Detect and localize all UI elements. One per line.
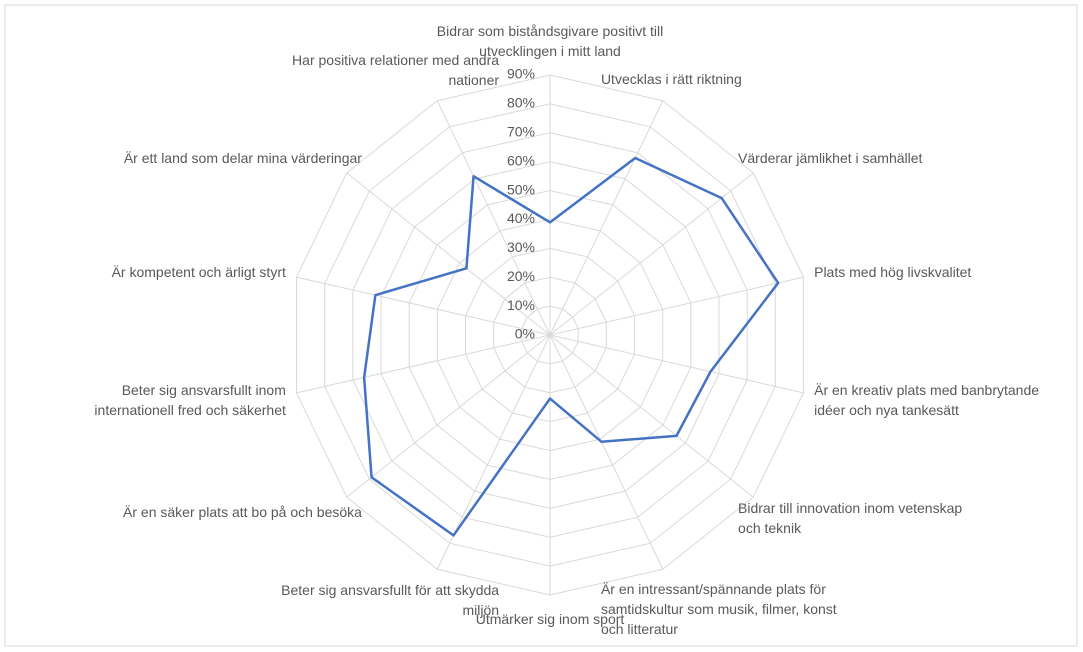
- category-label: Bidrar som biståndsgivare positivt till …: [436, 23, 664, 59]
- tick-label: 20%: [507, 268, 535, 284]
- tick-label: 10%: [507, 297, 535, 313]
- category-label: Beter sig ansvarsfullt för att skydda mi…: [281, 581, 500, 618]
- spoke: [549, 276, 804, 336]
- tick-label: 70%: [507, 123, 535, 139]
- category-label: Värderar jämlikhet i samhället: [738, 149, 923, 166]
- category-label: Är kompetent och ärligt styrt: [111, 263, 286, 280]
- spoke: [549, 100, 664, 336]
- data-line: [362, 156, 780, 537]
- tick-label: 50%: [507, 181, 535, 197]
- spoke: [346, 172, 551, 336]
- spoke: [346, 334, 551, 498]
- spoke: [549, 334, 754, 498]
- spoke: [549, 334, 804, 394]
- spoke: [296, 276, 551, 336]
- category-label: Har positiva relationer med andra nation…: [292, 52, 500, 89]
- category-label: Är en säker plats att bo på och besöka: [123, 504, 362, 521]
- category-label: Är ett land som delar mina värderingar: [123, 149, 362, 166]
- category-label: Är en kreativ plats med banbrytande idée…: [814, 382, 1040, 419]
- category-label: Är en intressant/spännande plats för sam…: [600, 580, 837, 637]
- category-label: Utmärker sig inom sport: [475, 611, 625, 627]
- tick-label: 60%: [507, 152, 535, 168]
- tick-label: 30%: [507, 239, 535, 255]
- spoke: [436, 100, 551, 336]
- chart-border: [4, 4, 1078, 647]
- tick-label: 80%: [507, 95, 535, 111]
- spoke: [296, 334, 551, 394]
- tick-label: 0%: [515, 326, 535, 342]
- category-label: Bidrar till innovation inom vetenskap oc…: [738, 500, 963, 537]
- tick-label: 40%: [507, 210, 535, 226]
- spoke: [549, 334, 664, 570]
- category-label: Plats med hög livskvalitet: [814, 263, 972, 280]
- category-label: Beter sig ansvarsfullt inom internatione…: [94, 382, 286, 419]
- category-label: Utvecklas i rätt riktning: [600, 71, 742, 88]
- spoke: [549, 172, 754, 336]
- tick-label: 90%: [507, 66, 535, 82]
